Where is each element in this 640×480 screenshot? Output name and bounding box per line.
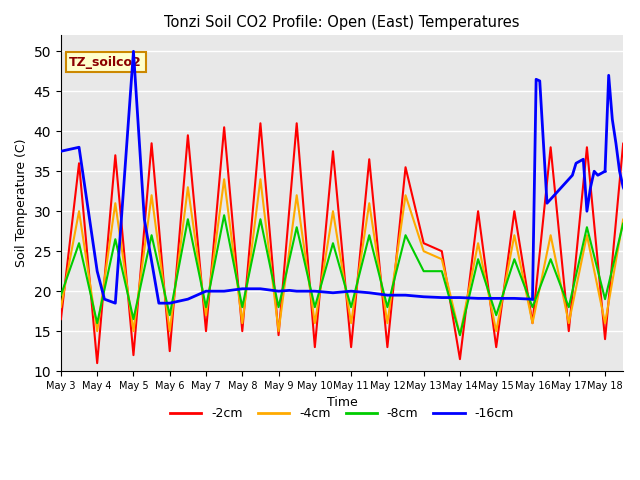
Title: Tonzi Soil CO2 Profile: Open (East) Temperatures: Tonzi Soil CO2 Profile: Open (East) Temp… — [164, 15, 520, 30]
Legend: -2cm, -4cm, -8cm, -16cm: -2cm, -4cm, -8cm, -16cm — [165, 402, 519, 425]
X-axis label: Time: Time — [326, 396, 357, 409]
Y-axis label: Soil Temperature (C): Soil Temperature (C) — [15, 139, 28, 267]
Text: TZ_soilco2: TZ_soilco2 — [69, 56, 142, 69]
